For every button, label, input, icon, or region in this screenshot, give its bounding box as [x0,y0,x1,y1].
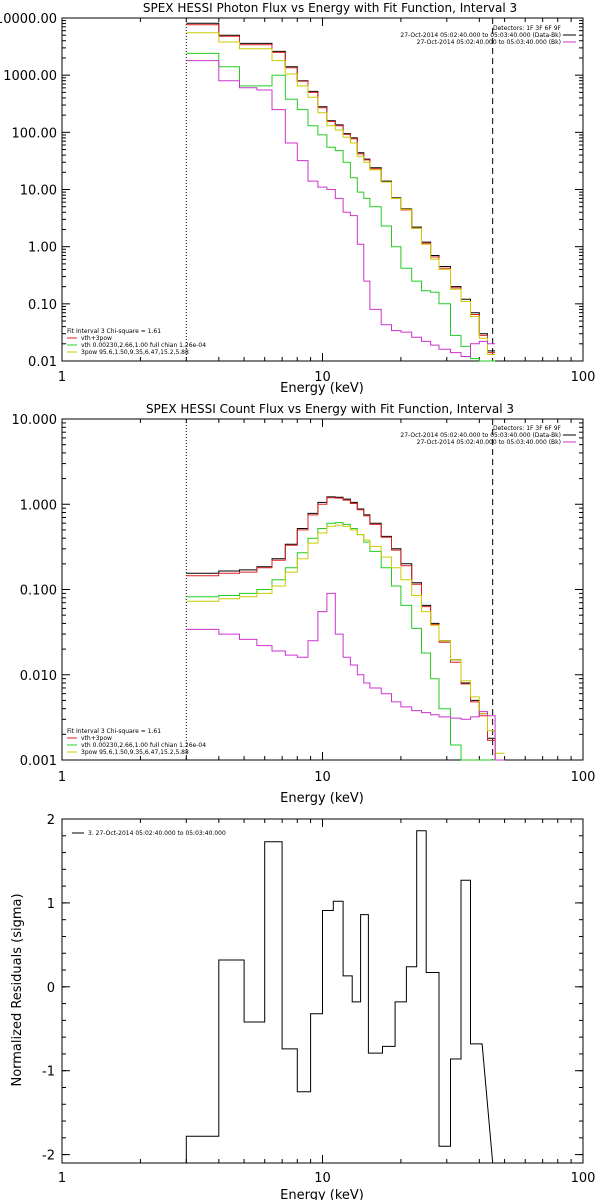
y-tick-label: 1 [47,897,55,912]
y-tick-label: 0.100 [20,584,57,599]
residuals-y-axis-label: Normalized Residuals (sigma) [10,893,25,1086]
legend-interval: 3. 27-Oct-2014 05:02:40.000 to 05:03:40.… [88,830,226,837]
y-tick-label: 0.01 [28,355,57,370]
residuals-legend: 3. 27-Oct-2014 05:02:40.000 to 05:03:40.… [72,830,226,837]
x-tick-label: 1 [58,370,66,385]
photon-flux-plot-frame [61,17,584,362]
photon-flux-panel: SPEX HESSI Photon Flux vs Energy with Fi… [0,1,595,396]
x-tick-label: 10 [314,1171,331,1186]
series-line-0 [186,22,496,352]
count-flux-ticks: 1 10 100 0.001 0.010 0.100 1.000 10.000 [12,413,596,785]
legend-fit-interval: Fit Interval 3 Chi-square = 1.61 [67,728,161,735]
y-tick-label: 0.10 [28,298,57,313]
series-line-2 [186,522,505,761]
y-tick-label: 100.00 [12,126,58,141]
y-tick-label: 2 [47,813,55,828]
y-tick-label: 1.00 [28,241,57,256]
legend-total: vth+3pow [81,735,112,742]
legend-data-bk: 27-Oct-2014 05:02:40.000 to 05:03:40.000… [400,32,561,39]
y-tick-label: 10000.00 [0,12,57,27]
series-line-3 [186,52,496,362]
legend-bk: 27-Oct-2014 05:02:40.000 to 05:03:40.000… [417,439,561,446]
x-tick-label: 100 [571,1171,596,1186]
count-flux-series [185,419,505,761]
x-tick-label: 1 [58,1171,66,1186]
y-tick-label: 0 [47,981,55,996]
count-flux-plot-frame [61,418,584,761]
legend-total: vth+3pow [81,335,112,342]
series-line-4 [186,60,496,357]
photon-flux-ticks: 1 10 100 0.01 0.10 1.00 10.00 100.00 1000.00 1000… [0,12,595,385]
photon-flux-series [185,18,496,362]
series-line-2 [186,32,496,355]
y-tick-label: 1000.00 [3,69,57,84]
residuals-x-axis-label: Energy (keV) [280,1188,364,1200]
legend-vth: vth 0.00230,2.66,1.00 full chian 1.26e-0… [81,742,206,749]
residuals-panel: 1 10 100 -2 -1 0 1 2 Energy (keV) Normalized Re… [10,813,595,1200]
series-line-0 [186,496,505,761]
count-flux-title: SPEX HESSI Count Flux vs Energy with Fit… [146,402,514,416]
x-tick-label: 100 [571,770,596,785]
y-tick-label: 0.001 [20,754,57,769]
legend-detectors: Detectors: 1F 3F 6F 9F [493,25,562,32]
photon-flux-x-axis-label: Energy (keV) [280,381,364,396]
photon-flux-title: SPEX HESSI Photon Flux vs Energy with Fi… [143,1,517,15]
x-tick-label: 10 [314,370,331,385]
count-flux-x-axis-label: Energy (keV) [280,791,364,806]
residuals-ticks: 1 10 100 -2 -1 0 1 2 [42,813,595,1186]
photon-flux-legend-top: Detectors: 1F 3F 6F 9F 27-Oct-2014 05:02… [400,25,576,46]
legend-fit-interval: Fit Interval 3 Chi-square = 1.61 [67,328,161,335]
x-tick-label: 1 [58,770,66,785]
count-flux-legend-bottom: Fit Interval 3 Chi-square = 1.61 vth+3po… [67,728,206,756]
count-flux-legend-top: Detectors: 1F 3F 6F 9F 27-Oct-2014 05:02… [400,425,576,446]
count-flux-panel: SPEX HESSI Count Flux vs Energy with Fit… [12,402,596,806]
y-tick-label: 10.00 [20,184,57,199]
residuals-series [185,830,494,1164]
legend-vth: vth 0.00230,2.66,1.00 full chian 1.26e-0… [81,342,206,349]
y-tick-label: -2 [42,1149,55,1164]
legend-bk: 27-Oct-2014 05:02:40.000 to 05:03:40.000… [417,39,561,46]
legend-detectors: Detectors: 1F 3F 6F 9F [493,425,562,432]
y-tick-label: -1 [42,1065,55,1080]
series-line-0 [185,830,494,1164]
photon-flux-legend-bottom: Fit Interval 3 Chi-square = 1.61 vth+3po… [67,328,206,356]
legend-data-bk: 27-Oct-2014 05:02:40.000 to 05:03:40.000… [400,432,561,439]
legend-3pow: 3pow 95.6,1.50,9.35,6.47,15.2,5.88 [81,349,189,356]
series-line-4 [186,592,505,761]
series-line-3 [186,524,505,754]
legend-3pow: 3pow 95.6,1.50,9.35,6.47,15.2,5.88 [81,749,189,756]
y-tick-label: 0.010 [20,669,57,684]
y-tick-label: 1.000 [20,498,57,513]
y-tick-label: 10.000 [12,413,58,428]
series-line-1 [186,497,505,761]
x-tick-label: 100 [571,370,596,385]
x-tick-label: 10 [314,770,331,785]
